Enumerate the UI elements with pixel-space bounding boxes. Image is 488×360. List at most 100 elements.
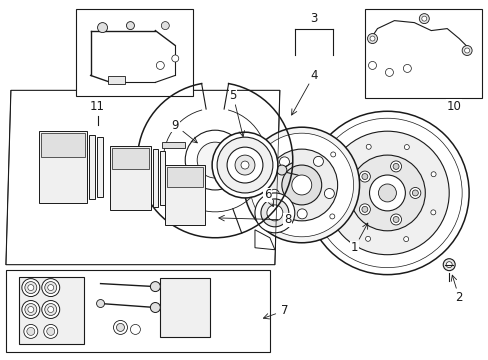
Text: 10: 10 [446, 100, 461, 113]
Circle shape [25, 303, 37, 315]
Bar [88, 135, 94, 199]
Circle shape [212, 132, 277, 198]
Circle shape [305, 111, 468, 275]
Circle shape [130, 324, 140, 334]
Circle shape [419, 14, 428, 24]
Circle shape [313, 156, 323, 166]
Circle shape [266, 205, 282, 221]
Circle shape [361, 174, 367, 180]
Circle shape [261, 199, 288, 227]
Circle shape [241, 161, 248, 169]
Circle shape [369, 175, 405, 211]
Circle shape [385, 68, 393, 76]
Circle shape [185, 130, 244, 190]
Circle shape [312, 118, 461, 268]
Text: 4: 4 [309, 69, 317, 82]
Circle shape [367, 33, 377, 44]
Circle shape [48, 306, 54, 312]
Circle shape [98, 23, 107, 32]
Text: 6: 6 [264, 188, 271, 202]
Bar [96, 137, 102, 197]
Circle shape [150, 302, 160, 312]
Circle shape [390, 214, 401, 225]
Circle shape [442, 259, 454, 271]
Circle shape [45, 282, 57, 293]
Text: 3: 3 [309, 12, 317, 25]
Circle shape [265, 149, 337, 221]
Circle shape [378, 184, 396, 202]
Circle shape [28, 285, 34, 291]
Circle shape [390, 161, 401, 172]
Bar [39, 131, 86, 203]
Circle shape [24, 324, 38, 338]
Circle shape [349, 155, 425, 231]
Bar [167, 167, 203, 187]
Text: 7: 7 [281, 304, 288, 317]
Text: 9: 9 [171, 119, 179, 132]
Circle shape [421, 16, 426, 21]
Circle shape [254, 193, 294, 233]
Circle shape [464, 48, 468, 53]
Circle shape [281, 165, 321, 205]
Circle shape [116, 323, 124, 332]
Circle shape [96, 300, 104, 307]
Circle shape [430, 210, 435, 215]
Circle shape [366, 144, 370, 149]
Circle shape [41, 301, 60, 319]
Circle shape [404, 145, 408, 149]
Circle shape [430, 172, 435, 177]
Circle shape [22, 301, 40, 319]
Text: 1: 1 [350, 241, 358, 254]
Circle shape [368, 62, 376, 69]
Circle shape [403, 237, 408, 242]
Polygon shape [254, 230, 274, 250]
Circle shape [279, 157, 289, 167]
Circle shape [297, 209, 306, 219]
Circle shape [235, 155, 254, 175]
Polygon shape [6, 90, 279, 265]
Bar [6, 270, 269, 352]
Circle shape [276, 165, 286, 175]
Bar [153, 149, 158, 207]
Circle shape [369, 36, 374, 41]
Circle shape [41, 279, 60, 297]
Bar [107, 76, 125, 84]
Circle shape [47, 328, 55, 336]
Bar [160, 278, 210, 337]
Circle shape [359, 204, 369, 215]
Circle shape [330, 152, 335, 157]
Circle shape [446, 262, 451, 268]
Circle shape [25, 282, 37, 293]
Circle shape [329, 214, 334, 219]
Text: 8: 8 [284, 213, 291, 226]
Circle shape [150, 282, 160, 292]
Bar [160, 151, 165, 205]
Text: 11: 11 [90, 100, 105, 113]
Circle shape [28, 306, 34, 312]
Circle shape [269, 189, 279, 199]
Bar [364, 9, 481, 98]
Circle shape [461, 45, 471, 55]
Bar [109, 146, 151, 210]
Circle shape [156, 62, 164, 69]
Bar [111, 148, 149, 169]
Bar [165, 165, 205, 225]
Circle shape [27, 328, 35, 336]
Circle shape [217, 137, 272, 193]
Circle shape [44, 324, 58, 338]
Circle shape [325, 131, 448, 255]
Circle shape [409, 188, 420, 198]
Circle shape [197, 142, 233, 178]
Circle shape [403, 64, 410, 72]
Bar [41, 133, 84, 157]
Circle shape [226, 147, 263, 183]
Circle shape [161, 22, 169, 30]
Circle shape [45, 303, 57, 315]
Circle shape [171, 55, 179, 62]
Circle shape [268, 151, 273, 156]
Circle shape [249, 133, 353, 237]
Circle shape [324, 189, 334, 198]
Circle shape [267, 213, 272, 218]
Circle shape [361, 206, 367, 212]
Circle shape [291, 175, 311, 195]
